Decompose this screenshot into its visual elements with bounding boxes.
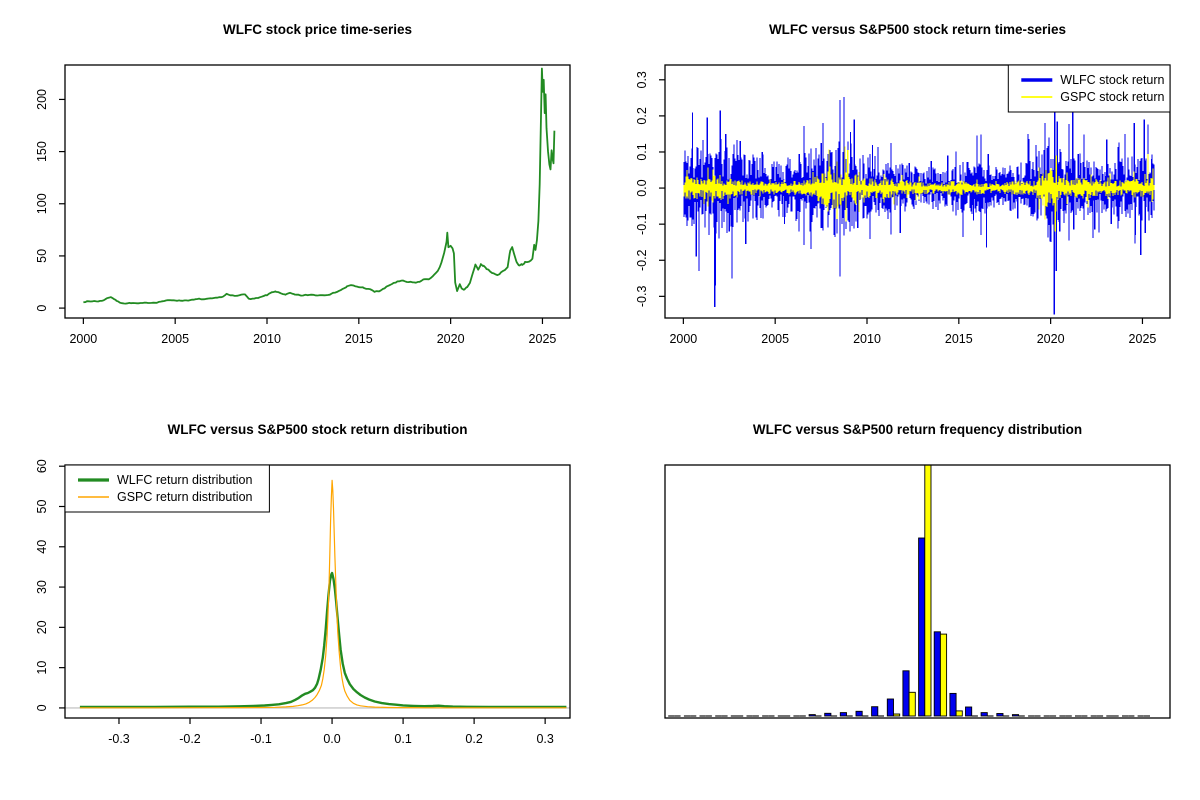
axes: 2000 2005 2010 2015 2020 2025 0 50 100 150 200 — [35, 64, 571, 346]
wlfc-frequency-bar — [918, 537, 926, 717]
gspc-frequency-bar — [908, 691, 916, 717]
y-tick-label: 30 — [35, 580, 49, 594]
wlfc-frequency-bar — [824, 712, 832, 717]
chart-title-frequency: WLFC versus S&P500 return frequency dist… — [752, 422, 1083, 437]
y-tick-label: -0.2 — [635, 249, 649, 271]
plot-box — [664, 64, 1171, 319]
legend-label: WLFC return distribution — [117, 473, 253, 487]
gspc-frequency-bar — [893, 713, 901, 717]
y-tick-label: 60 — [35, 459, 49, 473]
bar-groups — [668, 464, 1150, 717]
x-tick-label: 2025 — [1129, 332, 1157, 346]
gspc-frequency-bar — [924, 464, 932, 717]
wlfc-frequency-bar — [855, 710, 863, 717]
y-tick-label: -0.1 — [635, 213, 649, 235]
returns-chart-plot: 2000 2005 2010 2015 2020 2025 -0.3 -0.2 -0.1 0.0 0… — [635, 64, 1171, 346]
x-tick-label: 0.3 — [536, 732, 553, 746]
legend-label: GSPC stock return — [1060, 90, 1164, 104]
x-tick-label: 2015 — [345, 332, 373, 346]
x-tick-label: 2000 — [669, 332, 697, 346]
y-tick-label: 200 — [35, 89, 49, 110]
x-tick-label: 0.0 — [323, 732, 340, 746]
legend-box — [64, 464, 270, 513]
legend-box — [1007, 64, 1171, 113]
wlfc-frequency-bar — [965, 706, 973, 717]
gspc-return-distribution — [79, 479, 567, 709]
wlfc-frequency-bar — [996, 713, 1004, 717]
x-tick-label: 2015 — [945, 332, 973, 346]
x-tick-label: -0.2 — [179, 732, 201, 746]
legend-label: WLFC stock return — [1060, 73, 1164, 87]
legend-label: GSPC return distribution — [117, 490, 253, 504]
gspc-stock-return-series — [683, 146, 1155, 232]
axes — [664, 464, 1171, 719]
legend: WLFC return distribution GSPC return dist… — [64, 464, 270, 513]
x-tick-label: 0.2 — [465, 732, 482, 746]
y-tick-label: 50 — [35, 499, 49, 513]
gspc-frequency-bar — [955, 710, 963, 717]
wlfc-frequency-bar — [949, 692, 957, 717]
y-tick-label: 0 — [35, 305, 49, 312]
wlfc-frequency-bar — [1011, 714, 1020, 717]
wlfc-return-distribution — [79, 571, 567, 709]
wlfc-frequency-bar — [808, 714, 816, 717]
y-tick-label: 0.0 — [635, 179, 649, 196]
axes: -0.3 -0.2 -0.1 0.0 0.1 0.2 0.3 0 10 20 30 40 50 60 — [35, 459, 571, 746]
y-tick-label: 40 — [35, 540, 49, 554]
x-tick-label: 0.1 — [394, 732, 411, 746]
wlfc-frequency-bar — [871, 706, 879, 717]
y-tick-label: 0 — [35, 704, 49, 711]
y-tick-label: 0.1 — [635, 143, 649, 160]
panel-return-frequency: WLFC versus S&P500 return frequency dist… — [600, 400, 1200, 800]
plot-box — [664, 464, 1171, 719]
wlfc-frequency-bar — [902, 670, 910, 717]
y-tick-label: 100 — [35, 193, 49, 214]
wlfc-stock-return-series — [683, 96, 1155, 315]
panel-return-timeseries: 2000 2005 2010 2015 2020 2025 -0.3 -0.2 -0.1 0.0 0… — [600, 0, 1200, 400]
y-tick-label: 0.2 — [635, 107, 649, 124]
y-tick-label: 20 — [35, 620, 49, 634]
y-tick-label: 50 — [35, 249, 49, 263]
wlfc-frequency-bar — [980, 712, 988, 717]
price-chart-plot: 2000 2005 2010 2015 2020 2025 0 50 100 150 200 — [35, 64, 571, 346]
y-tick-label: 10 — [35, 661, 49, 675]
panel-return-distribution: -0.3 -0.2 -0.1 0.0 0.1 0.2 0.3 0 10 20 30 40 50 60 WLF… — [0, 400, 600, 800]
wlfc-price-series — [83, 67, 556, 305]
y-tick-label: 150 — [35, 141, 49, 162]
x-tick-label: -0.3 — [108, 732, 130, 746]
chart-title-returns: WLFC versus S&P500 stock return time-ser… — [768, 22, 1067, 37]
density-chart-plot: -0.3 -0.2 -0.1 0.0 0.1 0.2 0.3 0 10 20 30 40 50 60 WLF… — [35, 459, 571, 746]
wlfc-frequency-bar — [839, 712, 847, 717]
plot-box — [64, 464, 571, 719]
wlfc-frequency-bar — [886, 698, 894, 717]
x-tick-label: 2020 — [437, 332, 465, 346]
chart-title-density: WLFC versus S&P500 stock return distribu… — [167, 422, 468, 437]
chart-title-price: WLFC stock price time-series — [222, 22, 413, 37]
legend: WLFC stock return GSPC stock return — [1007, 64, 1171, 113]
y-tick-label: 0.3 — [635, 71, 649, 88]
x-tick-label: 2005 — [761, 332, 789, 346]
plot-box — [64, 64, 571, 319]
x-tick-label: 2000 — [69, 332, 97, 346]
gspc-frequency-bar — [939, 633, 948, 717]
frequency-chart-plot — [664, 464, 1171, 719]
y-tick-label: -0.3 — [635, 286, 649, 308]
x-tick-label: 2005 — [161, 332, 189, 346]
axes: 2000 2005 2010 2015 2020 2025 -0.3 -0.2 -0.1 0.0 0… — [635, 64, 1171, 346]
wlfc-frequency-bar — [933, 631, 941, 717]
x-tick-label: 2025 — [529, 332, 557, 346]
x-tick-label: -0.1 — [250, 732, 272, 746]
x-tick-label: 2010 — [853, 332, 881, 346]
x-tick-label: 2010 — [253, 332, 281, 346]
panel-stock-price: 2000 2005 2010 2015 2020 2025 0 50 100 150 200 WLF… — [0, 0, 600, 400]
x-tick-label: 2020 — [1037, 332, 1065, 346]
